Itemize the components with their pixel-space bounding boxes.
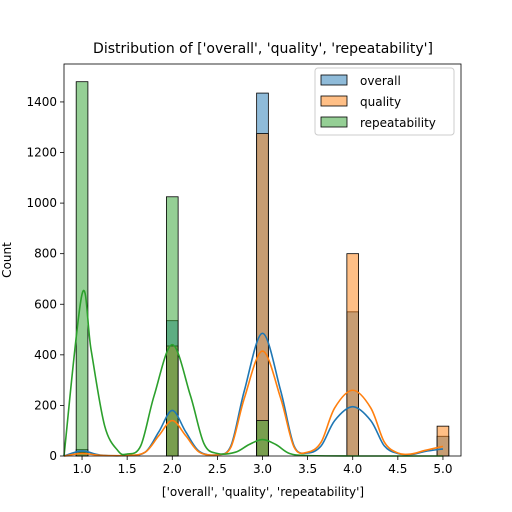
y-tick-label: 0 [49, 449, 57, 463]
x-axis: 1.0 1.5 2.0 2.5 3.0 3.5 4.0 4.5 5.0 [72, 456, 453, 476]
y-tick-label: 200 [34, 398, 57, 412]
y-tick-label: 1000 [26, 196, 57, 210]
legend: overall quality repeatability [314, 67, 455, 136]
legend-box [314, 67, 455, 136]
x-tick-label: 3.0 [253, 462, 272, 476]
kde-line-repeatability [63, 290, 443, 457]
x-tick-label: 4.0 [343, 462, 362, 476]
x-tick-label: 1.5 [118, 462, 137, 476]
x-tick-label: 3.5 [298, 462, 317, 476]
bar-repeatability-3.0 [256, 420, 269, 457]
legend-swatch-overall [320, 74, 348, 86]
x-tick-label: 4.5 [388, 462, 407, 476]
y-axis-label: Count [0, 242, 14, 278]
y-tick-label: 1400 [26, 95, 57, 109]
bar-quality-3.0 [256, 133, 269, 457]
y-tick-label: 1200 [26, 146, 57, 160]
bar-quality-5.0 [436, 425, 450, 457]
x-tick-label: 2.5 [208, 462, 227, 476]
x-tick-label: 1.0 [72, 462, 91, 476]
kde-layer [63, 290, 444, 457]
y-tick-label: 800 [34, 247, 57, 261]
x-tick-label: 2.0 [163, 462, 182, 476]
y-tick-label: 400 [34, 348, 57, 362]
legend-swatch-quality [320, 95, 348, 107]
bar-repeatability-2.0 [166, 196, 179, 457]
x-axis-label: ['overall', 'quality', 'repeatability'] [162, 485, 364, 499]
legend-label-overall: overall [360, 74, 401, 88]
legend-label-quality: quality [360, 95, 401, 109]
kde-line-quality [63, 350, 444, 457]
chart-title: Distribution of ['overall', 'quality', '… [93, 41, 433, 57]
legend-swatch-repeatability [320, 116, 348, 128]
y-tick-label: 600 [34, 297, 57, 311]
legend-label-repeatability: repeatability [360, 116, 436, 130]
bar-repeatability-1.0 [75, 81, 89, 457]
y-axis: 0 200 400 600 800 1000 1200 1400 [26, 95, 64, 463]
x-tick-label: 5.0 [433, 462, 452, 476]
bar-quality-4.0 [346, 253, 359, 457]
